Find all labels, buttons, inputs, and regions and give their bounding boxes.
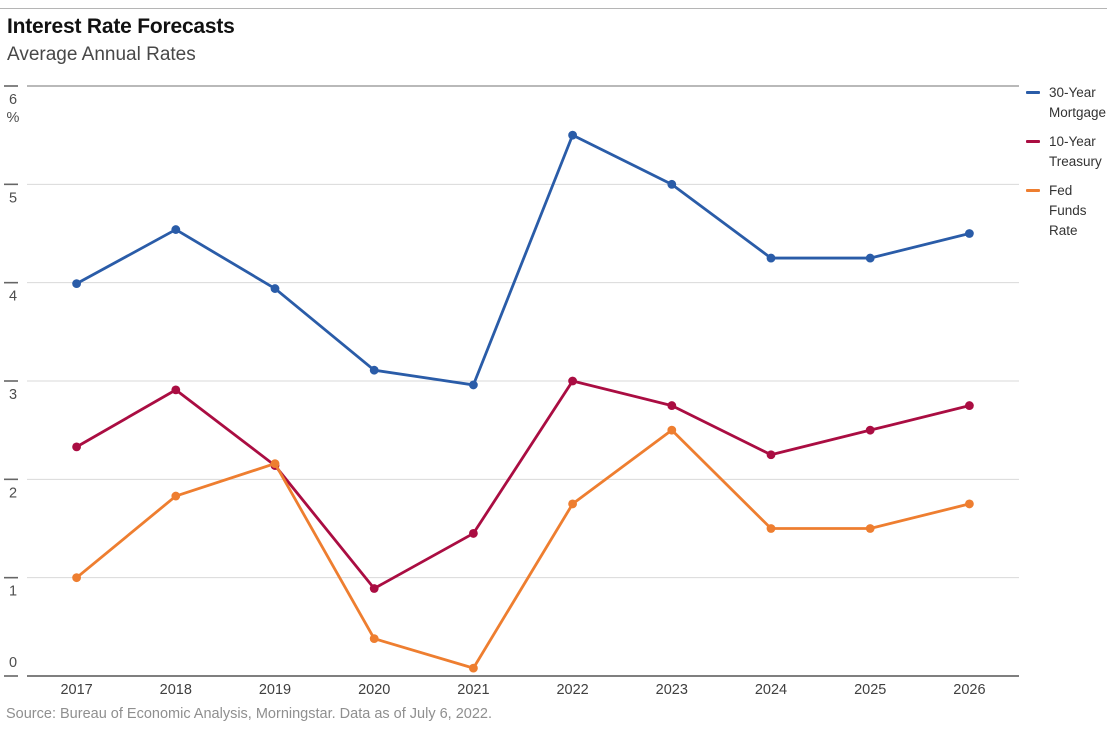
x-tick-label-2021: 2021 (457, 682, 489, 698)
data-point-fed-funds-rate-2020 (369, 634, 379, 644)
series-line-10-year-treasury (75, 379, 971, 590)
source-text: Source: Bureau of Economic Analysis, Mor… (6, 706, 493, 722)
data-point-fed-funds-rate-2025 (865, 524, 875, 533)
data-point-10-year-treasury-2020 (369, 584, 379, 593)
x-tick-label-2022: 2022 (556, 682, 588, 698)
x-tick-label-2019: 2019 (259, 682, 291, 698)
y-tick-label-5: 5 (9, 190, 17, 206)
series-line-30-year-mortgage (75, 133, 971, 387)
x-tick-label-2020: 2020 (358, 682, 390, 698)
data-point-fed-funds-rate-2024 (766, 524, 776, 533)
data-point-10-year-treasury-2021 (469, 529, 478, 538)
data-point-fed-funds-rate-2023 (667, 425, 677, 435)
y-tick-label-3: 3 (9, 387, 17, 403)
legend-label-30-year-mortgage: 30-Year Mortgage (1049, 85, 1107, 120)
x-tick-label-2026: 2026 (953, 682, 985, 698)
legend-swatch-fed-funds-rate (1026, 189, 1040, 192)
x-tick-label-2017: 2017 (60, 682, 92, 698)
x-tick-label-2023: 2023 (656, 682, 688, 698)
page-title: Interest Rate Forecasts (7, 15, 235, 38)
x-tick-label-2018: 2018 (160, 682, 192, 698)
data-point-30-year-mortgage-2025 (865, 253, 875, 263)
data-point-30-year-mortgage-2022 (568, 130, 577, 140)
legend-item-30-year-mortgage: 30-Year Mortgage (1026, 83, 1106, 123)
x-tick-label-2024: 2024 (755, 682, 787, 698)
data-point-10-year-treasury-2017 (72, 442, 81, 452)
data-point-30-year-mortgage-2024 (766, 253, 776, 263)
y-tick-label-0: 0 (9, 655, 17, 671)
data-point-fed-funds-rate-2026 (965, 499, 974, 509)
y-tick-label-2: 2 (9, 485, 17, 501)
data-point-fed-funds-rate-2021 (469, 663, 478, 673)
data-point-fed-funds-rate-2019 (270, 459, 280, 468)
data-point-10-year-treasury-2026 (965, 401, 974, 410)
legend-swatch-30-year-mortgage (1026, 91, 1040, 94)
data-point-30-year-mortgage-2017 (72, 279, 81, 289)
y-tick-label-4: 4 (9, 289, 17, 305)
x-tick-label-2025: 2025 (854, 682, 886, 698)
data-point-30-year-mortgage-2020 (369, 365, 379, 375)
data-point-10-year-treasury-2025 (865, 425, 875, 435)
data-point-30-year-mortgage-2026 (965, 229, 974, 238)
data-point-30-year-mortgage-2018 (171, 225, 181, 234)
data-point-fed-funds-rate-2017 (72, 573, 81, 583)
data-point-10-year-treasury-2022 (568, 376, 577, 386)
legend-label-fed-funds-rate: Fed Funds Rate (1049, 183, 1087, 238)
series-line-fed-funds-rate (75, 428, 971, 670)
data-point-10-year-treasury-2024 (766, 450, 776, 460)
legend-swatch-10-year-treasury (1026, 140, 1040, 143)
data-point-10-year-treasury-2023 (667, 401, 677, 410)
y-tick-label-1: 1 (9, 584, 17, 600)
data-point-fed-funds-rate-2022 (568, 499, 577, 509)
data-point-30-year-mortgage-2019 (270, 284, 280, 293)
legend-item-10-year-treasury: 10-Year Treasury (1026, 132, 1106, 172)
y-axis-unit-label: % (7, 110, 20, 126)
data-point-30-year-mortgage-2023 (667, 179, 677, 189)
y-tick-label-6: 6 (9, 92, 17, 108)
data-point-30-year-mortgage-2021 (469, 380, 478, 390)
legend-label-10-year-treasury: 10-Year Treasury (1049, 134, 1102, 169)
page-subtitle: Average Annual Rates (7, 44, 196, 65)
legend-item-fed-funds-rate: Fed Funds Rate (1026, 181, 1106, 241)
header-divider (0, 8, 1107, 9)
data-point-10-year-treasury-2018 (171, 385, 181, 395)
chart-legend: 30-Year Mortgage 10-Year Treasury Fed Fund… (1026, 83, 1106, 250)
data-point-fed-funds-rate-2018 (171, 491, 181, 501)
